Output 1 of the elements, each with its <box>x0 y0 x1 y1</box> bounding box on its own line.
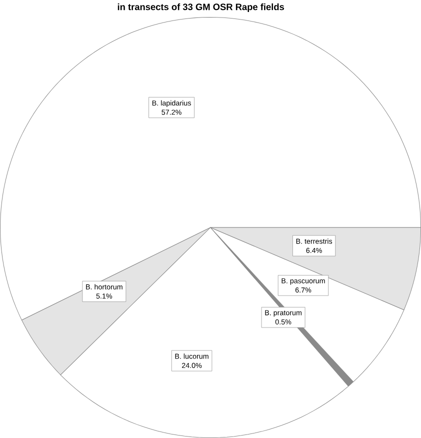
chart-title: in transects of 33 GM OSR Rape fields <box>118 3 284 12</box>
